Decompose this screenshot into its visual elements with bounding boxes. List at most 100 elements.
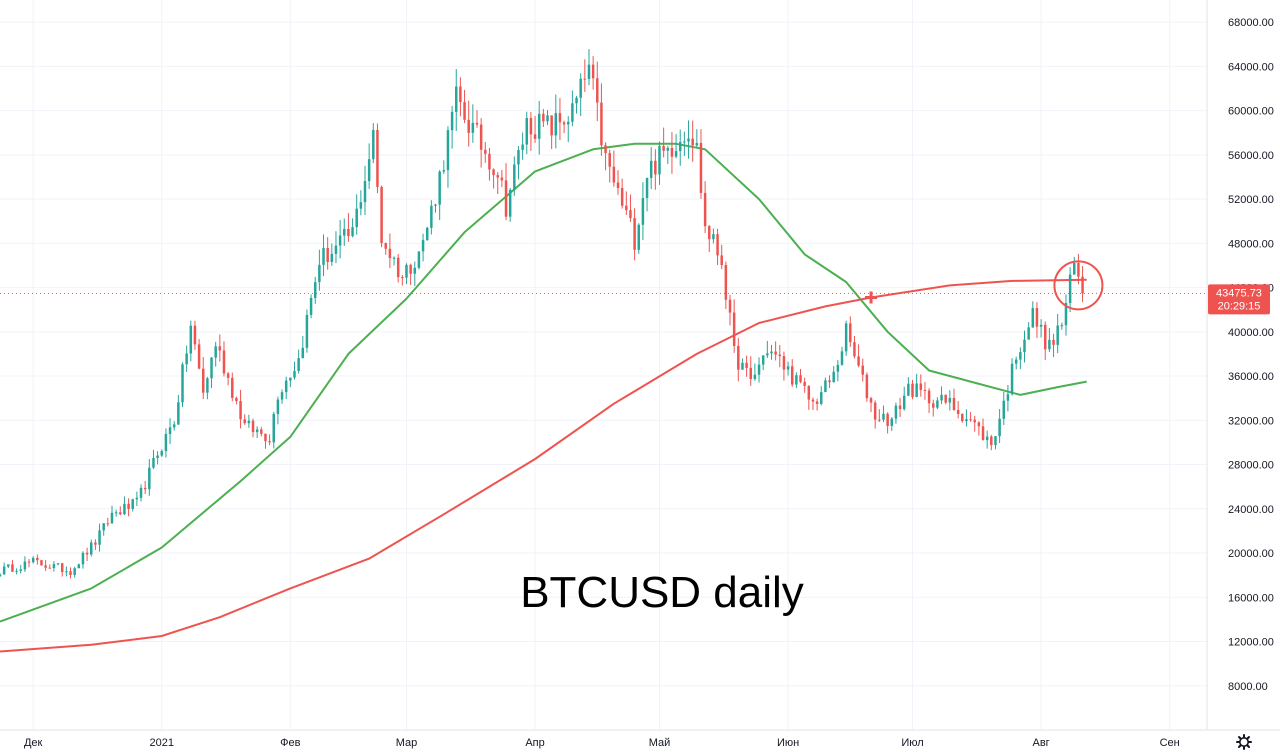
candle-body xyxy=(85,552,89,555)
candle-body xyxy=(380,186,383,244)
candle-body xyxy=(479,124,483,150)
candle-body xyxy=(459,86,462,103)
candle-body xyxy=(878,419,881,421)
gear-icon[interactable] xyxy=(1236,734,1252,750)
candle-body xyxy=(255,429,259,433)
candle-body xyxy=(488,153,491,170)
candle-body xyxy=(994,436,997,446)
candle-body xyxy=(720,255,723,266)
candle-body xyxy=(608,153,611,167)
candle-body xyxy=(1019,352,1022,360)
candle-body xyxy=(1077,263,1080,277)
candle-body xyxy=(728,299,732,313)
y-tick-label: 56000.00 xyxy=(1228,150,1274,162)
candle-body xyxy=(770,351,773,354)
chart-annotation: BTCUSD daily xyxy=(520,568,804,617)
x-tick-label: Авг xyxy=(1032,737,1049,749)
candle-body xyxy=(824,380,827,393)
candle-body xyxy=(977,422,981,427)
candle-body xyxy=(214,346,217,358)
candle-body xyxy=(363,181,367,203)
candle-body xyxy=(1081,276,1084,294)
candle-body xyxy=(148,467,151,490)
candle-body xyxy=(886,413,889,426)
candle-body xyxy=(571,103,574,122)
candle-body xyxy=(716,234,719,256)
candle-body xyxy=(347,229,350,237)
candle-body xyxy=(60,563,64,573)
y-tick-label: 52000.00 xyxy=(1228,194,1274,206)
candle-body xyxy=(844,323,848,352)
candle-body xyxy=(828,380,831,383)
x-tick-label: Сен xyxy=(1160,737,1180,749)
candle-body xyxy=(106,523,110,525)
time-axis[interactable]: Дек 2021 Фев Мар Апр Май Июн Июл Авг Сен xyxy=(24,737,1180,749)
candle-body xyxy=(587,64,591,79)
candle-body xyxy=(550,115,553,136)
candle-body xyxy=(326,248,329,262)
candle-body xyxy=(786,366,790,370)
candle-body xyxy=(94,542,97,545)
candle-body xyxy=(1068,274,1072,304)
candle-body xyxy=(119,512,122,515)
candle-body xyxy=(691,138,694,146)
candle-body xyxy=(463,102,466,120)
candle-body xyxy=(15,570,18,572)
candle-body xyxy=(517,149,520,165)
y-tick-label: 8000.00 xyxy=(1228,681,1268,693)
candle-body xyxy=(334,245,338,254)
candle-body xyxy=(513,164,516,190)
candle-body xyxy=(944,394,947,403)
candle-body xyxy=(73,568,76,575)
candle-body xyxy=(417,251,421,268)
y-tick-label: 12000.00 xyxy=(1228,637,1274,649)
y-tick-label: 64000.00 xyxy=(1228,61,1274,73)
candle-body xyxy=(562,122,566,125)
candle-body xyxy=(276,399,280,414)
candle-body xyxy=(0,574,2,577)
candle-body xyxy=(969,419,972,421)
candle-body xyxy=(629,210,632,219)
candle-body xyxy=(894,405,898,419)
candle-body xyxy=(1039,324,1043,327)
candle-body xyxy=(537,113,541,139)
candle-body xyxy=(1064,303,1068,326)
candle-body xyxy=(297,358,300,371)
candle-body xyxy=(98,530,101,545)
y-tick-label: 28000.00 xyxy=(1228,460,1274,472)
candle-body xyxy=(1027,327,1030,340)
candle-body xyxy=(683,141,686,143)
candle-body xyxy=(687,138,690,142)
candle-body xyxy=(102,523,105,531)
candle-body xyxy=(998,418,1001,437)
ma-crossover-marker xyxy=(865,291,878,304)
candle-body xyxy=(737,345,740,370)
x-tick-label: 2021 xyxy=(150,737,174,749)
candle-body xyxy=(757,364,761,375)
candle-body xyxy=(869,398,873,403)
candle-body xyxy=(741,362,744,370)
candle-body xyxy=(289,377,292,381)
candle-body xyxy=(820,392,823,404)
candle-body xyxy=(81,552,85,565)
candle-body xyxy=(164,433,168,452)
candle-body xyxy=(990,436,993,446)
candle-body xyxy=(927,390,931,404)
last-price-value: 43475.73 xyxy=(1216,287,1262,299)
candle-body xyxy=(392,257,396,259)
candle-body xyxy=(222,350,226,374)
candle-body xyxy=(48,567,52,569)
last-price-tag-bg xyxy=(1208,284,1270,315)
candle-body xyxy=(749,367,752,380)
candle-body xyxy=(338,235,342,246)
candle-body xyxy=(508,189,512,217)
candle-body xyxy=(620,188,624,206)
moving-average-line-0 xyxy=(0,142,1087,623)
candle-body xyxy=(662,146,665,151)
candle-body xyxy=(583,78,587,80)
y-tick-label: 40000.00 xyxy=(1228,327,1274,339)
candle-body xyxy=(384,243,387,249)
candle-body xyxy=(948,397,952,403)
